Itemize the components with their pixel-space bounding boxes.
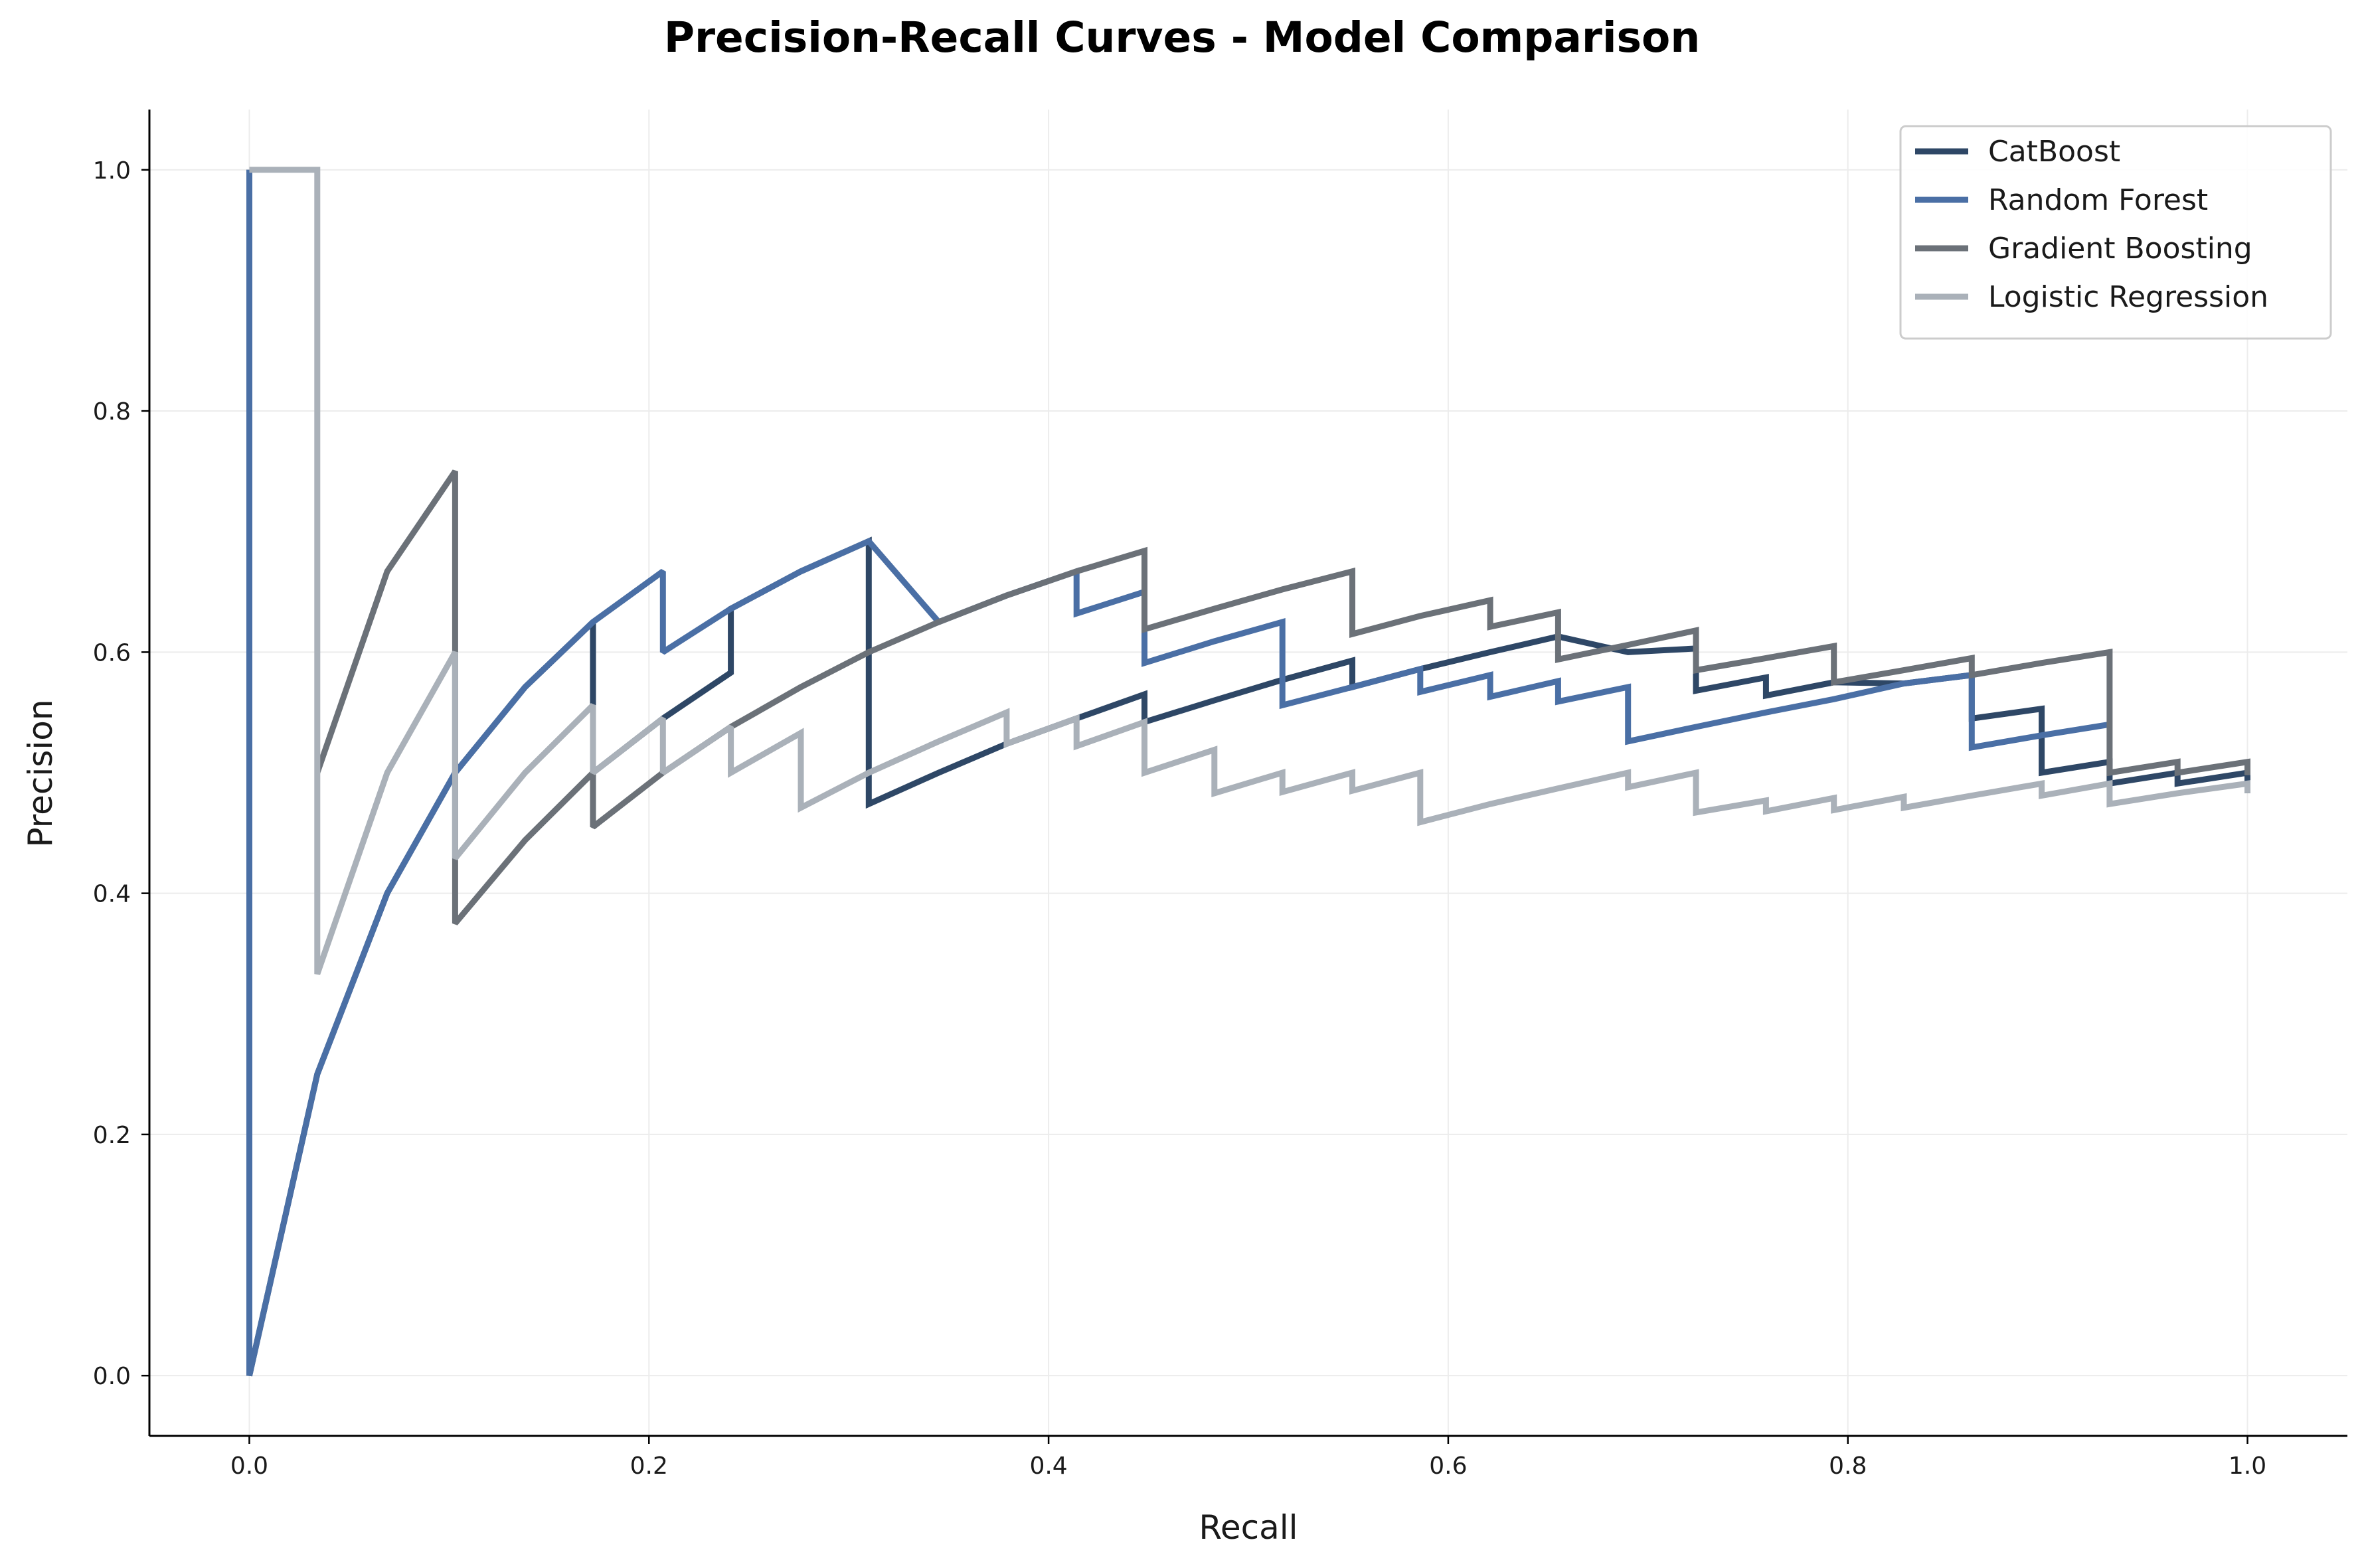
x-tick-label: 0.6 bbox=[1429, 1452, 1467, 1480]
legend-box bbox=[1899, 125, 2332, 340]
legend-label-gradient-boosting: Gradient Boosting bbox=[1988, 232, 2252, 266]
legend-label-random-forest: Random Forest bbox=[1988, 183, 2208, 217]
grid bbox=[149, 110, 2347, 1436]
legend-label-catboost: CatBoost bbox=[1988, 135, 2120, 169]
legend-label-logistic-regression: Logistic Regression bbox=[1988, 280, 2268, 314]
x-tick-label: 0.4 bbox=[1029, 1452, 1067, 1480]
series-line-gradient-boosting bbox=[314, 469, 2250, 925]
legend: CatBoost Random Forest Gradient Boosting Lo… bbox=[1899, 125, 2332, 340]
y-tick-label: 1.0 bbox=[93, 157, 131, 185]
x-tick-label: 0.2 bbox=[630, 1452, 668, 1480]
x-tick-label: 0.0 bbox=[230, 1452, 268, 1480]
series-layer bbox=[246, 167, 2250, 1377]
y-axis-label: Precision bbox=[21, 699, 60, 847]
y-tick-label: 0.6 bbox=[93, 639, 131, 666]
series-line-random-forest bbox=[246, 169, 2110, 1377]
series-line-logistic-regression bbox=[249, 167, 2250, 975]
y-tick-label: 0.0 bbox=[93, 1363, 131, 1390]
y-ticks: 0.0 0.2 0.4 0.6 0.8 1.0 bbox=[93, 157, 149, 1390]
x-tick-label: 0.8 bbox=[1829, 1452, 1867, 1480]
y-tick-label: 0.2 bbox=[93, 1122, 131, 1149]
axes bbox=[148, 110, 2347, 1437]
chart-title: Precision-Recall Curves - Model Comparis… bbox=[664, 13, 1700, 62]
y-tick-label: 0.4 bbox=[93, 881, 131, 908]
x-ticks: 0.0 0.2 0.4 0.6 0.8 1.0 bbox=[230, 1436, 2266, 1480]
y-tick-label: 0.8 bbox=[93, 398, 131, 426]
x-axis-label: Recall bbox=[1199, 1508, 1298, 1547]
x-tick-label: 1.0 bbox=[2229, 1452, 2266, 1480]
